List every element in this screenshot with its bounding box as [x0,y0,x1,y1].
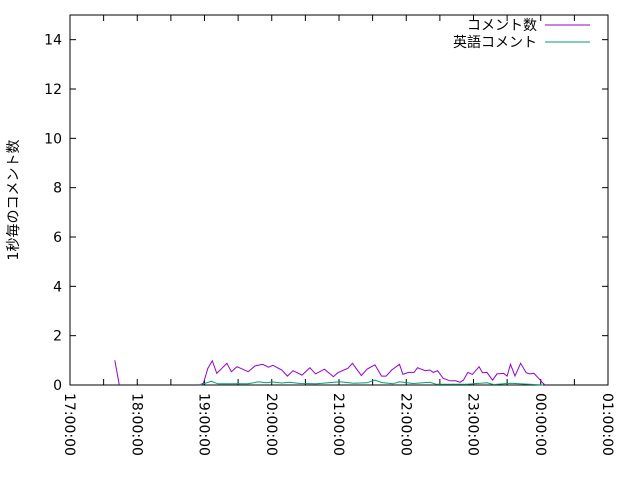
plot-frame [69,14,609,386]
y-tick-label: 14 [44,33,62,49]
x-tick-label: 18:00:00 [128,393,144,456]
legend-label-0: コメント数 [467,18,537,34]
series-line-1 [199,379,544,386]
x-tick-label: 23:00:00 [465,393,481,456]
y-tick-label: 0 [53,378,62,394]
legend: コメント数 英語コメント [453,18,590,51]
y-tick-label: 4 [53,279,62,295]
x-tick-label: 19:00:00 [196,393,212,456]
y-axis-label: 1秒毎のコメント数 [6,140,22,261]
x-tick-label: 17:00:00 [61,393,77,456]
y-tick-label: 8 [53,181,62,197]
x-axis: 17:00:00 18:00:00 19:00:00 20:00:00 21:00:00… [61,15,615,456]
x-tick-label: 00:00:00 [532,393,548,456]
y-tick-label: 6 [53,230,62,246]
y-tick-label: 2 [53,329,62,345]
x-tick-label: 22:00:00 [397,393,413,456]
x-tick-label: 20:00:00 [263,393,279,456]
series-line-0 [114,360,120,386]
legend-label-1: 英語コメント [453,34,537,51]
x-tick-label: 21:00:00 [330,393,346,456]
y-tick-label: 10 [44,131,62,147]
series-line-0 [198,359,546,386]
y-tick-label: 12 [44,82,62,98]
y-axis: 0 2 4 6 8 10 12 14 [44,33,608,394]
x-tick-label: 01:00:00 [599,393,615,456]
series-group [114,359,546,386]
